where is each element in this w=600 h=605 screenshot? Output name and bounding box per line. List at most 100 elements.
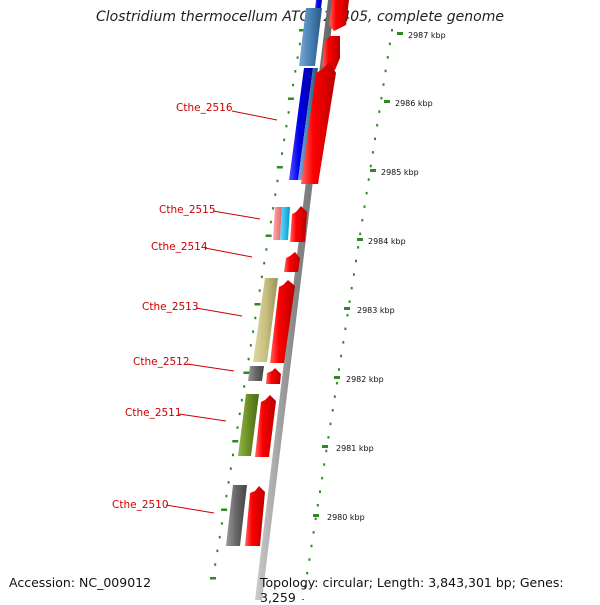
cds-arrow [245,486,265,546]
track-dot [312,531,315,534]
track-tick-major [276,166,283,169]
gene-label-cthe-2511: Cthe_2511 [125,407,182,419]
leader-line [204,247,253,258]
kbp-tick-mark [322,445,328,448]
kbp-ticks: 2987 kbp 2986 kbp 2985 kbp 2984 kbp 2983… [313,31,446,522]
gene-label-cthe-2512: Cthe_2512 [133,356,190,368]
track-dot [283,138,286,142]
track-dot [371,151,374,154]
track-dot [384,69,387,73]
track-tick-major [299,29,305,32]
track-dot [232,453,234,457]
track-dot [352,273,355,276]
cds-arrow [301,62,336,184]
leader-line [178,413,227,422]
track-dot [338,368,340,371]
track-dot [319,490,321,493]
kbp-tick-mark [357,238,363,241]
gene-label-cthe-2516: Cthe_2516 [176,102,233,114]
track-dot [247,357,250,361]
track-dot [281,152,283,155]
track-dot [321,476,324,480]
track-dot [365,191,368,195]
track-dot [298,42,301,46]
track-dot [355,259,357,263]
track-dot [323,463,326,466]
track-dot [382,83,385,86]
track-dot [306,571,309,575]
track-dot [285,124,288,128]
track-dot [252,330,255,333]
gene-label-cthe-2513: Cthe_2513 [142,301,199,313]
track-dot [292,83,295,87]
track-dot [263,261,266,265]
track-dot [391,29,393,32]
track-dot [350,286,353,290]
gene-labels: Cthe_2516 Cthe_2515 Cthe_2514 Cthe_2513 … [112,102,278,514]
track-tick-major [210,577,216,580]
cds-arrow [266,368,281,384]
track-dot [287,111,290,114]
track-dot [249,344,252,347]
cds-arrow [329,0,349,31]
track-dot [314,517,317,521]
kbp-tick-label: 2980 kbp [327,513,365,522]
track-dot [216,549,219,553]
track-dot [269,220,272,224]
track-dot [236,426,239,429]
track-dot [308,558,311,561]
track-dot [340,354,343,358]
kbp-tick-mark [334,376,340,379]
track-tick-major [265,234,272,237]
track-dot [243,385,246,388]
kbp-tick-label: 2985 kbp [381,168,419,177]
track-dot [316,504,319,507]
track-dot [225,494,228,498]
gene-label-cthe-2510: Cthe_2510 [112,499,169,511]
cog-block-2515-cyan [280,207,290,240]
track-dot [335,381,338,385]
track-dot [276,179,279,183]
track-dot [378,110,381,113]
gene-label-cthe-2514: Cthe_2514 [151,241,208,253]
track-tick-major [221,508,228,511]
cds-arrow [255,395,276,457]
leader-line [186,363,235,372]
inner-dotted-track [302,29,393,600]
leader-line [212,210,261,220]
track-tick-major [287,97,294,100]
cog-block-2513-khaki [253,278,278,362]
track-dot [344,327,347,331]
cds-track [245,0,349,546]
track-dot [342,341,345,344]
track-dot [218,535,221,539]
track-dot [376,124,379,127]
kbp-tick-label: 2986 kbp [395,99,433,108]
track-dot [294,70,297,73]
track-dot [380,96,383,100]
kbp-tick-label: 2984 kbp [368,237,406,246]
kbp-tick-label: 2982 kbp [346,375,384,384]
track-dot [357,246,360,249]
cog-block-2515-pink [273,207,282,240]
track-dot [214,563,217,566]
track-dot [369,164,372,168]
kbp-tick-mark [384,100,390,103]
accession-text: Accession: NC_009012 [9,575,152,590]
track-dot [310,544,313,548]
track-dot [331,409,334,412]
track-dot [363,205,366,208]
track-dot [333,395,336,398]
track-dot [227,481,230,484]
track-dot [258,289,261,292]
track-dot [386,56,389,59]
outer-dotted-track [210,29,305,580]
track-dot [359,232,362,236]
track-tick-major [232,440,239,443]
track-dot [296,56,299,59]
cog-block-2512-gray [248,366,264,381]
track-dot [374,137,376,141]
track-dot [272,207,275,210]
track-dot [327,436,330,439]
